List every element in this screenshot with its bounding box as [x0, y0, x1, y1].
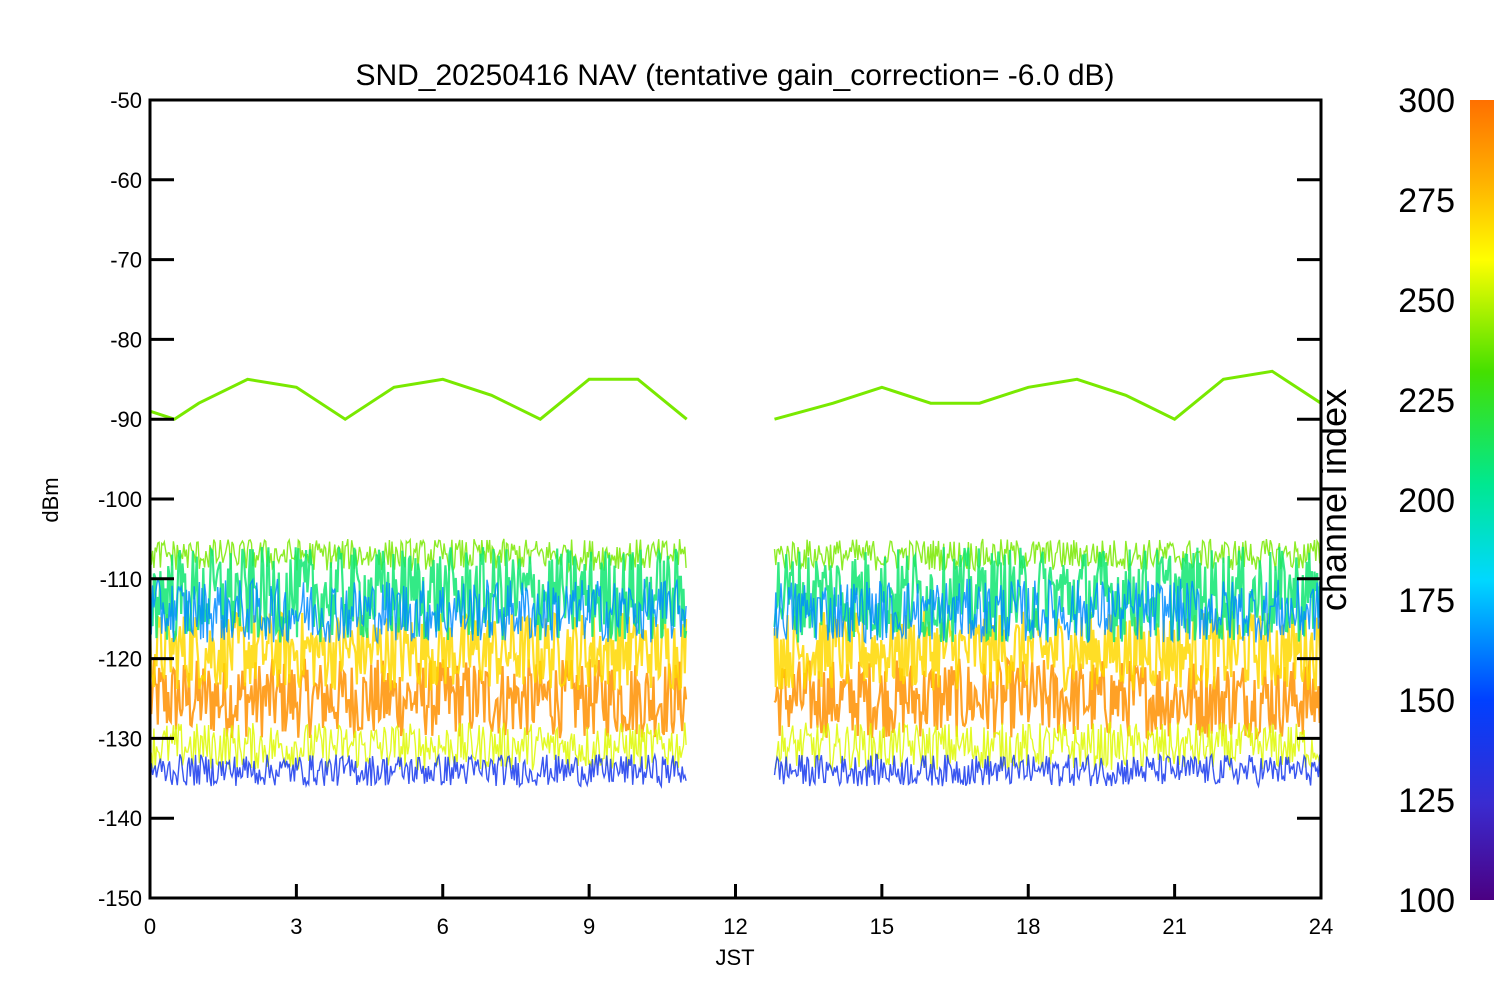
colorbar	[1470, 100, 1494, 900]
colorbar-tick-label: 300	[1398, 82, 1455, 120]
colorbar-tick-label: 275	[1398, 182, 1455, 220]
y-tick-label: -50	[110, 88, 142, 113]
x-tick-label: 9	[583, 914, 595, 939]
colorbar-tick-label: 100	[1398, 882, 1455, 920]
y-axis-label: dBm	[38, 477, 63, 522]
trend-series-line	[150, 369, 1321, 421]
channel-band-trace	[150, 577, 1321, 645]
y-tick-label: -70	[110, 248, 142, 273]
colorbar-tick-label: 125	[1398, 782, 1455, 820]
x-tick-label: 24	[1309, 914, 1333, 939]
y-tick-label: -80	[110, 327, 142, 352]
y-tick-label: -110	[100, 567, 142, 592]
channel-band-trace	[150, 546, 1321, 643]
colorbar-tick-label: 250	[1398, 282, 1455, 320]
colorbar-tick-label: 225	[1398, 382, 1455, 420]
y-tick-label: -100	[98, 487, 142, 512]
y-tick-label: -90	[110, 407, 142, 432]
x-tick-label: 3	[290, 914, 302, 939]
x-tick-label: 21	[1162, 914, 1186, 939]
plot-data-area	[150, 369, 1321, 789]
x-axis: 0 3 6 9 12 15 18 21 24	[144, 884, 1333, 939]
x-tick-label: 0	[144, 914, 156, 939]
channel-band-trace	[150, 607, 1321, 694]
channel-band-trace	[150, 752, 1321, 789]
colorbar-tick-label: 150	[1398, 682, 1455, 720]
chart-title: SND_20250416 NAV (tentative gain_correct…	[355, 59, 1114, 92]
x-tick-label: 6	[437, 914, 449, 939]
x-axis-label: JST	[715, 945, 754, 970]
y-tick-label: -140	[98, 806, 142, 831]
colorbar-tick-label: 200	[1398, 482, 1455, 520]
y-tick-label: -60	[110, 168, 142, 193]
y-tick-label: -150	[98, 886, 142, 911]
x-tick-label: 18	[1016, 914, 1040, 939]
channel-band-trace	[150, 656, 1321, 741]
x-tick-label: 12	[723, 914, 747, 939]
colorbar-ticks: 300 275 250 225 200 175 150 125 100	[1398, 82, 1455, 920]
y-tick-label: -120	[98, 647, 142, 672]
y-tick-label: -130	[98, 726, 142, 751]
colorbar-label: channel index	[1313, 389, 1354, 611]
colorbar-tick-label: 175	[1398, 582, 1455, 620]
x-tick-label: 15	[870, 914, 894, 939]
y-axis: -50 -60 -70 -80 -90 -100 -110 -120 -130 -140 -150	[98, 88, 1321, 911]
